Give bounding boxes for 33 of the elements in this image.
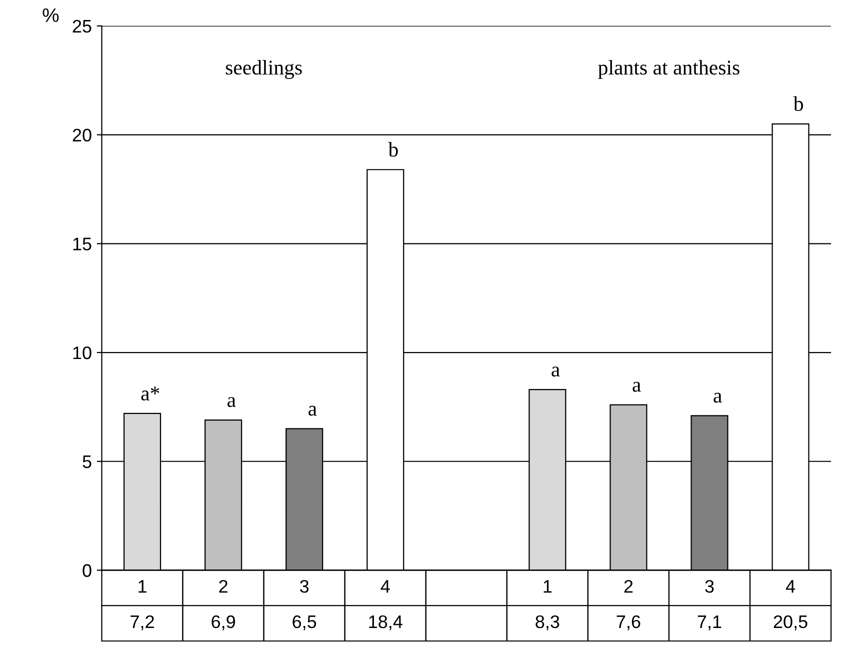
annotation: a [308, 406, 317, 416]
annotation: a [632, 382, 641, 392]
annotation: a [552, 366, 560, 377]
annotation: a* [141, 386, 160, 401]
y-tick-label: 0 [82, 564, 92, 577]
data-label: 20,5 [774, 615, 808, 630]
x-tick-label: 4 [786, 580, 796, 593]
data-label: 6,9 [212, 615, 235, 630]
annotation: plants at anthesis [598, 60, 740, 79]
data-label: 7,1 [698, 616, 722, 630]
y-axis-title: % [42, 8, 59, 22]
data-label: 8,3 [536, 615, 560, 630]
annotation: a [228, 397, 236, 408]
annotation: a [714, 392, 722, 403]
x-tick-label: 2 [219, 580, 228, 593]
y-tick-label: 25 [72, 20, 92, 33]
y-tick-label: 10 [73, 346, 92, 360]
x-tick-label: 1 [544, 580, 552, 593]
data-label: 6,5 [292, 615, 316, 630]
y-tick-label: 20 [72, 128, 92, 142]
annotation: seedlings [226, 60, 302, 79]
x-tick-label: 3 [705, 580, 714, 593]
x-tick-label: 4 [380, 580, 390, 593]
y-tick-label: 5 [82, 455, 92, 468]
annotation: b [793, 96, 804, 111]
x-tick-label: 2 [624, 580, 633, 593]
x-tick-label: 1 [138, 580, 146, 593]
data-label: 7,2 [130, 615, 154, 630]
data-label: 18,4 [369, 615, 402, 630]
annotation: b [388, 142, 398, 157]
x-tick-label: 3 [300, 580, 309, 593]
data-label: 7,6 [616, 615, 640, 630]
y-tick-label: 15 [73, 238, 92, 250]
